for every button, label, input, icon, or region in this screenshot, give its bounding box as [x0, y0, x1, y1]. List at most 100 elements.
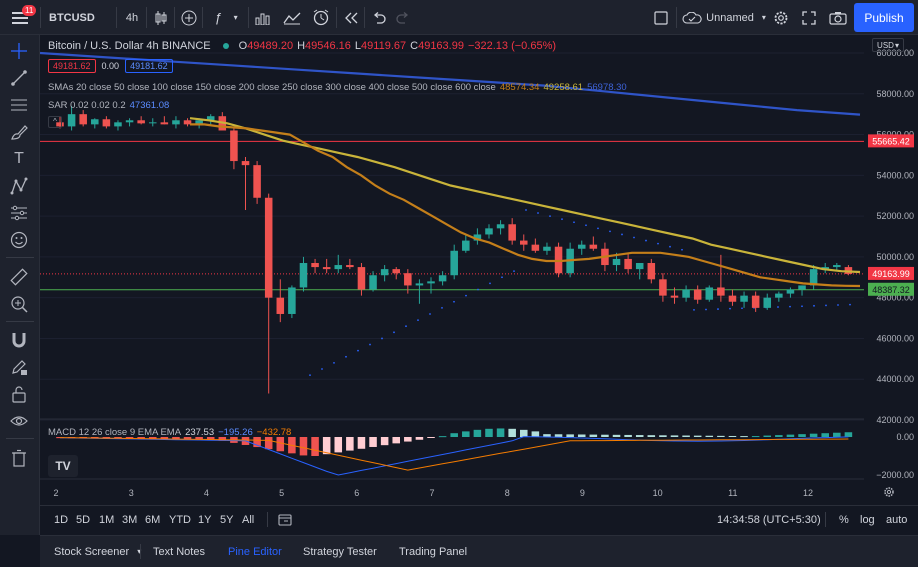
timeframe-1m[interactable]: 1M — [99, 513, 115, 526]
stay-drawing-tool[interactable] — [8, 356, 30, 378]
candle-body — [670, 295, 679, 298]
tab-pine-editor[interactable]: Pine Editor — [228, 545, 282, 558]
macd-bar — [206, 437, 215, 441]
sma-legend[interactable]: SMAs 20 close 50 close 100 close 150 clo… — [48, 82, 627, 93]
macd-bar — [311, 437, 319, 456]
chevron-down-icon: ▾ — [894, 40, 899, 50]
time-tick-label: 8 — [505, 488, 510, 498]
macd-bar — [531, 431, 540, 437]
candle-body — [635, 263, 644, 270]
candle-body — [485, 228, 493, 235]
candle-body — [624, 258, 632, 270]
menu-button[interactable]: 11 — [0, 0, 40, 35]
candle-body — [114, 122, 122, 127]
auto-toggle[interactable]: auto — [886, 513, 908, 526]
percent-toggle[interactable]: % — [839, 513, 849, 526]
time-tick-label: 3 — [129, 488, 134, 498]
macd-legend[interactable]: MACD 12 26 close 9 EMA EMA 237.53 −195.2… — [48, 427, 291, 438]
sar-dot — [513, 270, 515, 273]
currency-button[interactable]: USD ▾ — [872, 38, 904, 52]
macd-bar — [183, 437, 192, 440]
sar-dot — [537, 212, 539, 214]
settings-button[interactable] — [770, 0, 792, 35]
text-tool[interactable]: T — [8, 148, 30, 170]
log-toggle[interactable]: log — [860, 513, 875, 526]
indicators-button[interactable]: ƒ ▾ — [206, 0, 246, 35]
measure-tool[interactable] — [8, 266, 30, 288]
snapshot-button[interactable] — [826, 0, 850, 35]
remove-tool[interactable] — [8, 447, 30, 469]
crosshair-tool[interactable] — [8, 40, 30, 62]
goto-date-button[interactable] — [278, 506, 292, 533]
timeframe-ytd[interactable]: YTD — [169, 513, 191, 526]
chart-type-button[interactable] — [150, 0, 172, 35]
alert-button[interactable] — [308, 0, 334, 35]
timeframe-3m[interactable]: 3M — [122, 513, 138, 526]
candle-body — [473, 234, 482, 241]
chart-settings-button[interactable] — [882, 485, 896, 499]
tab-text-notes[interactable]: Text Notes — [153, 545, 205, 558]
fib-tool[interactable] — [8, 94, 30, 116]
pattern-tool[interactable] — [8, 175, 30, 197]
layout-select-button[interactable] — [650, 0, 672, 35]
candle-body — [276, 297, 285, 314]
fullscreen-button[interactable] — [798, 0, 820, 35]
timeframe-1y[interactable]: 1Y — [198, 513, 212, 526]
clock-display[interactable]: 14:34:58 (UTC+5:30) — [717, 513, 821, 526]
tab-trading-panel[interactable]: Trading Panel — [399, 545, 468, 558]
indicator-templates-button[interactable] — [280, 0, 304, 35]
candle-body — [346, 265, 354, 268]
lock-tool[interactable] — [8, 383, 30, 405]
candle-body — [322, 267, 331, 270]
macd-value-2: −195.26 — [218, 427, 253, 438]
timeframe-5y[interactable]: 5Y — [220, 513, 234, 526]
tab-strategy-tester[interactable]: Strategy Tester — [303, 545, 377, 558]
symbol-search-button[interactable]: BTCUSD — [49, 11, 95, 24]
zoom-tool[interactable] — [8, 293, 30, 315]
undo-button[interactable] — [368, 0, 390, 35]
timeframe-6m[interactable]: 6M — [145, 513, 161, 526]
tv-logo-icon: TV — [55, 459, 71, 473]
magnet-tool[interactable] — [8, 329, 30, 351]
legend-collapse[interactable]: ^ — [48, 116, 62, 128]
sell-button[interactable]: 49181.62 — [48, 59, 96, 73]
sar-legend[interactable]: SAR 0.02 0.02 0.2 47361.08 — [48, 100, 169, 111]
layout-name-button[interactable]: Unnamed ▾ — [678, 0, 770, 35]
tradingview-logo[interactable]: TV — [48, 455, 78, 477]
buy-button[interactable]: 49181.62 — [125, 59, 173, 73]
sar-dot — [561, 218, 563, 221]
icons-tool[interactable] — [8, 229, 30, 251]
redo-button[interactable] — [392, 0, 414, 35]
macd-pane — [56, 428, 853, 476]
interval-button[interactable]: 4h — [125, 11, 139, 24]
candle-body — [786, 289, 795, 294]
divider — [248, 7, 249, 28]
eye-icon[interactable] — [222, 43, 229, 49]
compare-button[interactable] — [178, 0, 200, 35]
candle-body — [577, 244, 586, 249]
sar-dot — [381, 337, 383, 340]
hide-tool[interactable] — [8, 410, 30, 432]
chevron-up-icon[interactable]: ^ — [48, 116, 62, 128]
brush-tool[interactable] — [8, 121, 30, 143]
chart-pane[interactable]: 60000.0058000.0056000.0054000.0052000.00… — [40, 35, 918, 505]
candle-body — [543, 246, 551, 251]
macd-bar — [612, 434, 621, 437]
templates-button[interactable] — [252, 0, 274, 35]
timeframe-all[interactable]: All — [242, 513, 255, 526]
timeframe-1d[interactable]: 1D — [54, 513, 69, 526]
price-chart[interactable]: 60000.0058000.0056000.0054000.0052000.00… — [40, 35, 918, 505]
symbol-legend[interactable]: Bitcoin / U.S. Dollar 4h BINANCE O 49489.… — [48, 40, 556, 52]
prediction-tool[interactable] — [8, 202, 30, 224]
sar-dot — [705, 308, 707, 311]
timeframe-5d[interactable]: 5D — [76, 513, 91, 526]
publish-button[interactable]: Publish — [854, 3, 914, 32]
notification-badge: 11 — [22, 5, 37, 16]
trend-line-tool[interactable] — [8, 67, 30, 89]
eye-icon — [10, 416, 28, 426]
candle-body — [798, 285, 806, 290]
macd-bar — [543, 434, 551, 437]
close-value: 49163.99 — [418, 40, 464, 52]
replay-button[interactable] — [340, 0, 362, 35]
tab-stock-screener[interactable]: Stock Screener ▾ — [54, 536, 141, 567]
